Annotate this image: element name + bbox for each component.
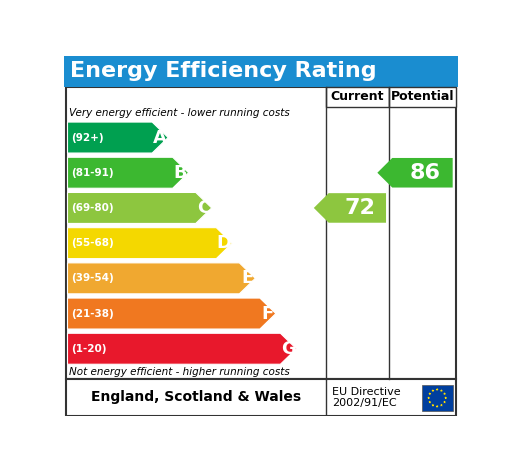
Polygon shape bbox=[432, 403, 434, 406]
Text: C: C bbox=[197, 199, 210, 217]
Text: 72: 72 bbox=[344, 198, 375, 218]
Text: Not energy efficient - higher running costs: Not energy efficient - higher running co… bbox=[69, 367, 290, 377]
Text: 86: 86 bbox=[409, 163, 440, 183]
Bar bbox=[389, 87, 456, 107]
Text: EU Directive: EU Directive bbox=[332, 387, 401, 397]
Polygon shape bbox=[427, 396, 430, 399]
Text: B: B bbox=[174, 164, 187, 182]
Polygon shape bbox=[68, 263, 256, 294]
Text: (39-54): (39-54) bbox=[71, 273, 114, 283]
Polygon shape bbox=[440, 403, 443, 406]
Polygon shape bbox=[443, 392, 446, 395]
Polygon shape bbox=[68, 122, 168, 153]
Polygon shape bbox=[68, 333, 296, 364]
Bar bbox=[66, 87, 456, 379]
Text: 2002/91/EC: 2002/91/EC bbox=[332, 397, 397, 408]
Polygon shape bbox=[436, 388, 439, 391]
Text: Very energy efficient - lower running costs: Very energy efficient - lower running co… bbox=[69, 108, 290, 119]
Polygon shape bbox=[428, 401, 431, 403]
Text: (81-91): (81-91) bbox=[71, 168, 114, 178]
Text: (1-20): (1-20) bbox=[71, 344, 107, 354]
Polygon shape bbox=[314, 193, 386, 223]
Text: (21-38): (21-38) bbox=[71, 309, 114, 318]
Text: F: F bbox=[262, 304, 274, 323]
Bar bbox=[421, 385, 453, 411]
Polygon shape bbox=[440, 389, 443, 392]
Bar bbox=[326, 87, 389, 107]
Polygon shape bbox=[428, 392, 431, 395]
Text: (69-80): (69-80) bbox=[71, 203, 114, 213]
Text: (55-68): (55-68) bbox=[71, 238, 114, 248]
Text: D: D bbox=[217, 234, 232, 252]
Bar bbox=[64, 56, 458, 87]
Polygon shape bbox=[444, 396, 447, 399]
Text: G: G bbox=[281, 340, 296, 358]
Polygon shape bbox=[432, 389, 434, 392]
Polygon shape bbox=[68, 157, 189, 188]
Text: (92+): (92+) bbox=[71, 133, 104, 142]
Polygon shape bbox=[377, 158, 453, 188]
Bar bbox=[66, 379, 456, 416]
Polygon shape bbox=[68, 192, 212, 223]
Text: A: A bbox=[153, 128, 167, 147]
Polygon shape bbox=[436, 405, 439, 408]
Text: Current: Current bbox=[331, 90, 384, 103]
Text: E: E bbox=[241, 269, 253, 287]
Text: Potential: Potential bbox=[391, 90, 454, 103]
Polygon shape bbox=[68, 227, 232, 259]
Text: Energy Efficiency Rating: Energy Efficiency Rating bbox=[70, 62, 377, 81]
Polygon shape bbox=[68, 298, 276, 329]
Polygon shape bbox=[443, 401, 446, 403]
Text: England, Scotland & Wales: England, Scotland & Wales bbox=[91, 390, 301, 404]
